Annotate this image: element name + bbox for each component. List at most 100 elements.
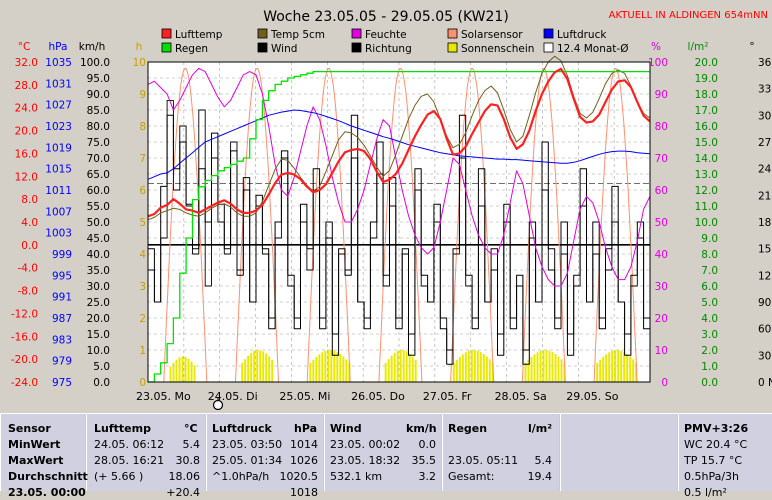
tick-kmh: 0.0 [93, 377, 110, 389]
tick-rain: 7.0 [701, 265, 718, 277]
sunshine-bar [533, 354, 536, 382]
plot-frame [147, 61, 651, 383]
sunshine-bar [617, 350, 620, 382]
tick-celsius: 16.0 [15, 148, 38, 160]
wind-min-value: 0.0 [418, 438, 437, 451]
wind-unit: km/h [406, 422, 437, 435]
sunshine-bar [309, 362, 312, 382]
axis-unit-kmh: km/h [79, 41, 106, 53]
lufttemp-max-value: 30.8 [175, 454, 201, 467]
sensor-row-start: 23.05. 00:00 [8, 486, 86, 499]
luftdruck-avg-value: 1020.5 [279, 470, 319, 483]
tick-direction: 360 N [758, 57, 772, 69]
tick-rain: 11.0 [695, 201, 718, 213]
tick-hpa: 1019 [45, 142, 72, 154]
sunshine-bar [602, 356, 605, 382]
summary-table: Sensor MinWert MaxWert Durchschnitt 23.0… [0, 413, 772, 499]
tick-direction: 300 [758, 110, 772, 122]
lufttemp-min-time: 24.05. 06:12 [94, 438, 165, 451]
lufttemp-min-value: 5.4 [182, 438, 201, 451]
axis-unit-direction: ° [749, 41, 754, 53]
sunshine-bar [557, 356, 560, 382]
legend-swatch [257, 28, 268, 39]
sunshine-bar [241, 362, 244, 382]
sunshine-bar [596, 362, 599, 382]
tick-hours: 6 [139, 185, 146, 197]
sunshine-bar [539, 350, 542, 382]
sunshine-bar [455, 359, 458, 382]
sunshine-bar [623, 352, 626, 382]
summary-col-blank [560, 414, 677, 491]
tick-direction: 120 [758, 270, 772, 282]
tick-rain: 4.0 [701, 313, 718, 325]
legend-label: Regen [175, 43, 208, 55]
sunshine-bar [169, 366, 172, 382]
sunshine-bar [190, 361, 193, 382]
series-lufttemp [147, 67, 651, 218]
tick-hpa: 1031 [45, 78, 72, 90]
tick-direction: 240 [758, 164, 772, 176]
tick-hours: 1 [139, 345, 146, 357]
sunshine-bar [467, 350, 470, 382]
tick-hpa: 1003 [45, 228, 72, 240]
x-label: 23.05. Mo [136, 390, 191, 403]
axis-unit-percent: % [651, 41, 661, 53]
sunshine-bar [524, 362, 527, 382]
sunshine-bars [169, 350, 638, 382]
legend-swatch [543, 28, 554, 39]
tick-hpa: 983 [52, 334, 72, 346]
sunshine-bar [488, 359, 491, 382]
tick-rain: 3.0 [701, 329, 718, 341]
tick-hours: 3 [139, 281, 146, 293]
tick-hpa: 995 [52, 270, 72, 282]
summary-col-pmv [678, 414, 772, 491]
wind-distance: 532.1 km [330, 470, 383, 483]
tick-kmh: 100.0 [80, 57, 110, 69]
tick-celsius: 0.0 [21, 240, 38, 252]
sunshine-bar [473, 350, 476, 382]
tick-hpa: 979 [52, 356, 72, 368]
cursor-marker[interactable] [212, 398, 224, 410]
legend-label: Solarsensor [461, 29, 523, 41]
sunshine-bar [482, 354, 485, 382]
regen-max-time: 23.05. 05:11 [448, 454, 519, 467]
sunshine-bar [542, 350, 545, 382]
luftdruck-min-time: 23.05. 03:50 [212, 438, 283, 451]
tick-percent: 70 [655, 153, 668, 165]
tick-hours: 9 [139, 89, 146, 101]
legend-label: 12.4 Monat-Ø [557, 43, 628, 55]
tick-celsius: 32.0 [15, 57, 38, 69]
sunshine-bar [396, 351, 399, 382]
tick-kmh: 80.0 [87, 121, 110, 133]
tick-percent: 30 [655, 281, 668, 293]
tick-direction: 210 [758, 190, 772, 202]
tick-hours: 7 [139, 153, 146, 165]
wind-max-time: 23.05. 18:32 [330, 454, 401, 467]
sensor-row-avg: Durchschnitt [8, 470, 88, 483]
luftdruck-header: Luftdruck [212, 422, 272, 435]
wind-min-time: 23.05. 00:02 [330, 438, 401, 451]
lufttemp-header: Lufttemp [94, 422, 151, 435]
tick-percent: 80 [655, 121, 668, 133]
tick-percent: 50 [655, 217, 668, 229]
sunshine-bar [247, 355, 250, 382]
series-feuchte [147, 67, 651, 287]
summary-col-sensor [0, 414, 85, 491]
tick-celsius: 8.0 [21, 194, 38, 206]
tick-celsius: 4.0 [21, 217, 38, 229]
summary-col-luftdruck [206, 414, 323, 491]
legend-label: Feuchte [365, 29, 407, 41]
tick-rain: 6.0 [701, 281, 718, 293]
series-regen [148, 70, 650, 383]
location-status: AKTUELL IN ALDINGEN 654mNN [609, 10, 768, 21]
tick-rain: 19.0 [695, 73, 718, 85]
pmv-pressure-trend: 0.5hPa/3h [684, 470, 740, 483]
wind-header: Wind [330, 422, 362, 435]
x-label: 25.05. Mi [279, 390, 330, 403]
legend-label: Wind [271, 43, 297, 55]
sunshine-bar [408, 353, 411, 382]
sunshine-bar [172, 362, 175, 382]
sunshine-bar [479, 352, 482, 382]
tick-rain: 2.0 [701, 345, 718, 357]
sunshine-bar [259, 350, 262, 382]
